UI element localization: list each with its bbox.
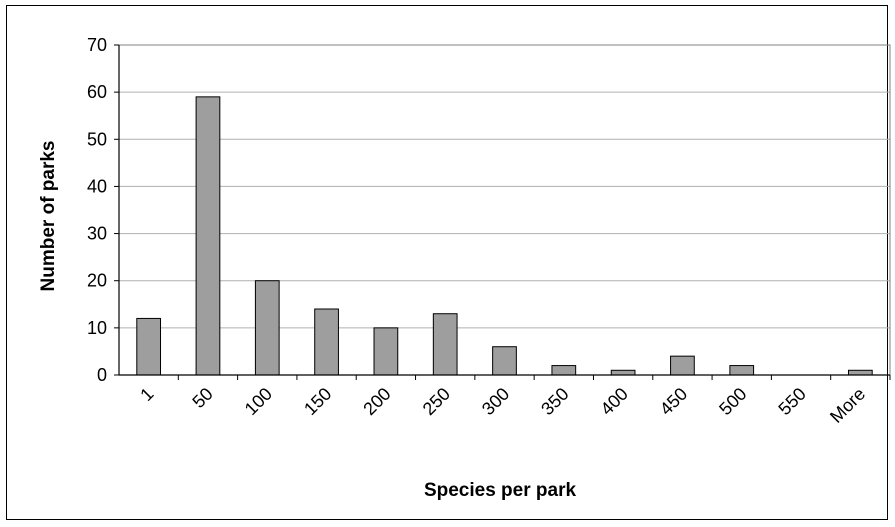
gridlines (119, 91, 890, 329)
y-axis-ticks: 0 10 20 30 40 50 60 70 (87, 35, 119, 385)
y-tick-label: 30 (87, 224, 107, 244)
chart-frame (6, 5, 888, 520)
bar-250 (432, 313, 458, 376)
bars (136, 96, 873, 376)
bar-50 (195, 96, 221, 376)
bar-150 (314, 308, 339, 376)
bar-400 (610, 369, 636, 376)
x-tick-label: 500 (715, 384, 750, 419)
y-tick-label: 10 (87, 318, 107, 338)
y-tick-label: 40 (87, 176, 107, 196)
bar-1 (136, 317, 162, 376)
bar-450 (670, 355, 695, 376)
x-tick-label: More (826, 384, 869, 427)
bar-500 (729, 365, 755, 376)
bar-more (847, 369, 873, 376)
x-axis-ticks: 1 50 100 150 200 250 300 350 400 450 500 550 More (136, 375, 891, 427)
x-tick-label: 200 (359, 384, 394, 419)
x-axis-title: Species per park (424, 480, 577, 501)
y-axis-title: Number of parks (38, 141, 59, 292)
bar-300 (492, 346, 517, 376)
y-tick-label: 20 (87, 271, 107, 291)
y-tick-label: 0 (97, 365, 107, 385)
x-tick-label: 450 (656, 384, 691, 419)
bar-100 (254, 280, 280, 376)
x-tick-label: 100 (241, 384, 276, 419)
x-tick-label: 150 (300, 384, 335, 419)
x-tick-label: 550 (774, 384, 809, 419)
x-tick-label: 350 (537, 384, 572, 419)
plot-area (118, 44, 891, 376)
x-tick-label: 1 (136, 384, 157, 405)
x-tick-label: 250 (419, 384, 454, 419)
x-tick-label: 300 (478, 384, 513, 419)
y-tick-label: 70 (87, 35, 107, 55)
x-tick-label: 400 (597, 384, 632, 419)
y-tick-label: 60 (87, 82, 107, 102)
bar-350 (551, 365, 577, 376)
bar-200 (373, 327, 399, 376)
x-tick-label: 50 (188, 384, 216, 412)
y-tick-label: 50 (87, 129, 107, 149)
